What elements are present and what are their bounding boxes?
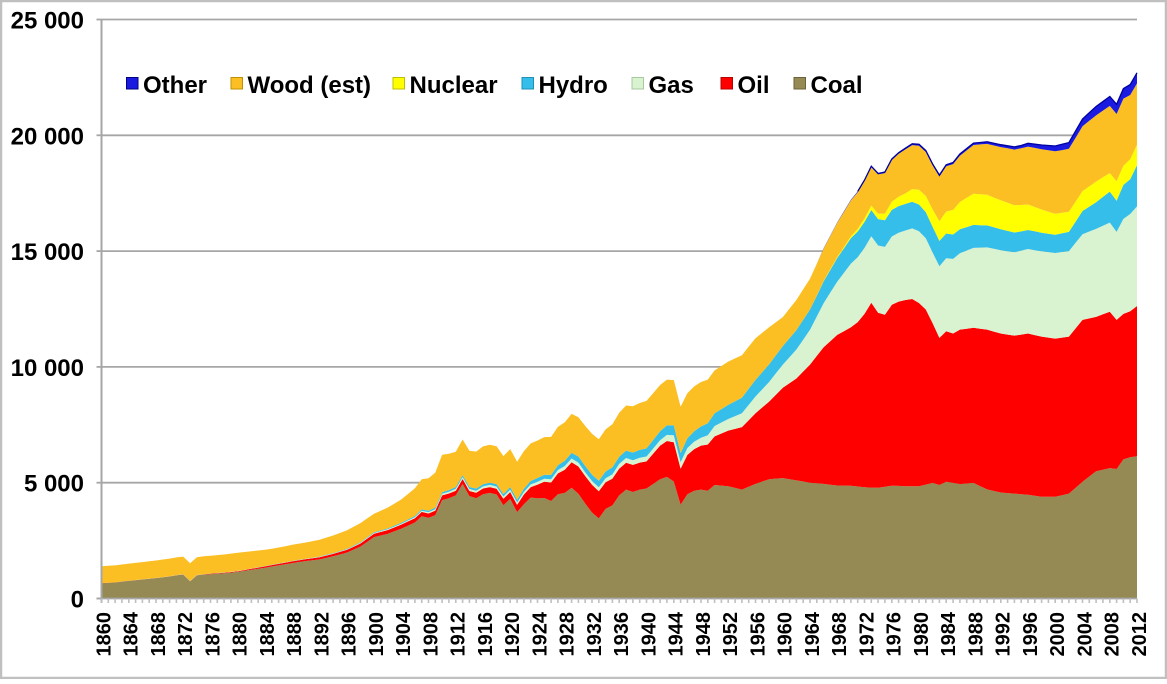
svg-text:1884: 1884 (257, 611, 279, 656)
svg-text:2008: 2008 (1102, 612, 1124, 657)
svg-text:Oil: Oil (738, 72, 770, 99)
svg-text:1948: 1948 (693, 612, 715, 657)
svg-text:1952: 1952 (720, 612, 742, 657)
svg-text:2004: 2004 (1074, 611, 1096, 656)
svg-text:1944: 1944 (666, 611, 688, 656)
svg-text:1924: 1924 (529, 611, 551, 656)
svg-text:2000: 2000 (1047, 612, 1069, 657)
svg-text:1988: 1988 (965, 612, 987, 657)
svg-text:1880: 1880 (230, 612, 252, 657)
svg-text:1868: 1868 (148, 612, 170, 657)
svg-text:Nuclear: Nuclear (410, 72, 498, 99)
svg-text:1876: 1876 (202, 612, 224, 657)
svg-text:1956: 1956 (747, 612, 769, 657)
svg-text:1900: 1900 (366, 612, 388, 657)
svg-text:Hydro: Hydro (539, 72, 608, 99)
svg-text:Other: Other (143, 72, 207, 99)
svg-text:1976: 1976 (884, 612, 906, 657)
svg-text:25 000: 25 000 (11, 8, 84, 35)
svg-text:Wood (est): Wood (est) (248, 72, 372, 99)
svg-text:1908: 1908 (420, 612, 442, 657)
svg-text:0: 0 (71, 587, 84, 614)
svg-text:1904: 1904 (393, 611, 415, 656)
svg-text:5 000: 5 000 (24, 471, 84, 498)
svg-text:Gas: Gas (649, 72, 694, 99)
svg-text:1888: 1888 (284, 612, 306, 657)
svg-text:1964: 1964 (802, 611, 824, 656)
svg-text:1940: 1940 (638, 612, 660, 657)
svg-text:1928: 1928 (557, 612, 579, 657)
svg-text:1872: 1872 (175, 612, 197, 657)
svg-text:1972: 1972 (856, 612, 878, 657)
svg-text:Coal: Coal (811, 72, 863, 99)
svg-text:1932: 1932 (584, 612, 606, 657)
svg-text:1892: 1892 (311, 612, 333, 657)
svg-text:2012: 2012 (1129, 612, 1151, 657)
svg-text:10 000: 10 000 (11, 355, 84, 382)
svg-text:20 000: 20 000 (11, 123, 84, 150)
svg-text:1936: 1936 (611, 612, 633, 657)
svg-text:1980: 1980 (911, 612, 933, 657)
svg-text:1992: 1992 (993, 612, 1015, 657)
svg-text:1996: 1996 (1020, 612, 1042, 657)
svg-text:1916: 1916 (475, 612, 497, 657)
svg-text:1920: 1920 (502, 612, 524, 657)
svg-text:1960: 1960 (775, 612, 797, 657)
svg-text:1968: 1968 (829, 612, 851, 657)
svg-text:15 000: 15 000 (11, 239, 84, 266)
svg-text:1860: 1860 (93, 612, 115, 657)
svg-text:1912: 1912 (448, 612, 470, 657)
svg-text:1984: 1984 (938, 611, 960, 656)
svg-text:1864: 1864 (121, 611, 143, 656)
svg-text:1896: 1896 (339, 612, 361, 657)
